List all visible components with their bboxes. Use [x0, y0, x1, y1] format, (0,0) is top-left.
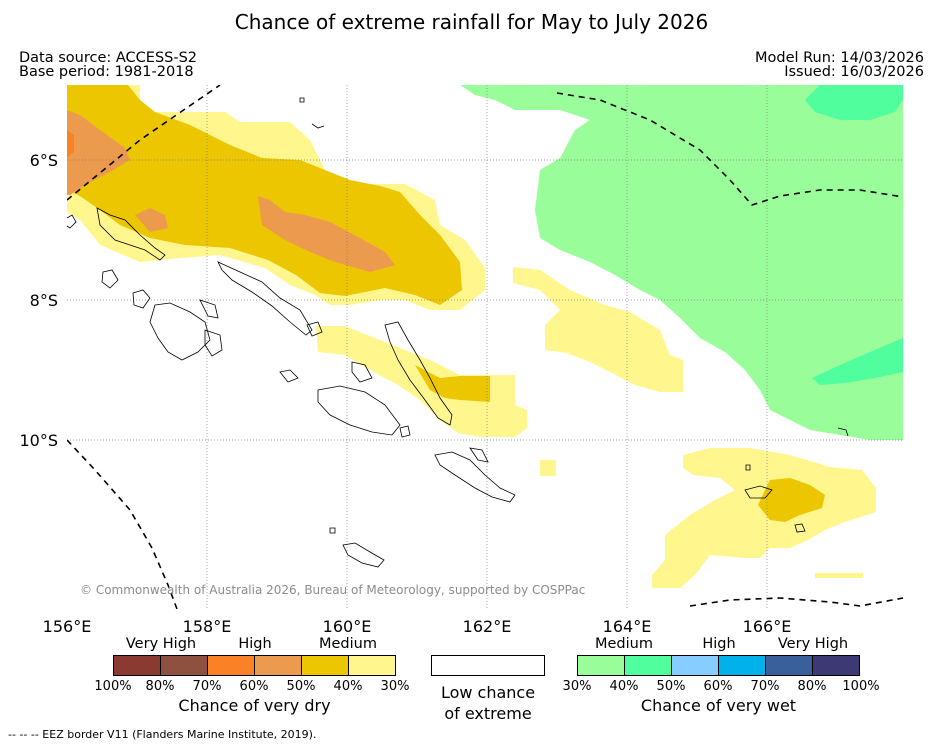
- wet-30-region: [460, 85, 903, 440]
- wet-tick-label: 70%: [750, 679, 780, 694]
- dry-30-dot: [540, 460, 556, 476]
- wet-swatch-30-40: [577, 655, 625, 676]
- wet-tick-label: 50%: [656, 679, 686, 694]
- low-chance-caption-line2: of extreme: [444, 704, 532, 723]
- lon-label-164e: 164°E: [602, 617, 652, 636]
- dry-caption: Chance of very dry: [178, 696, 331, 715]
- dry-tick-label: 80%: [145, 679, 175, 694]
- low-chance-caption-line1: Low chance: [440, 683, 536, 702]
- dry-60-region: [67, 130, 74, 158]
- dry-swatch-100-80: [113, 655, 161, 676]
- dry-tick-label: 100%: [94, 679, 132, 694]
- dry-swatch-50-40: [301, 655, 349, 676]
- copyright-notice: © Commonwealth of Australia 2026, Bureau…: [80, 583, 586, 597]
- wet-caption: Chance of very wet: [640, 696, 797, 715]
- dry-swatch-40-30: [348, 655, 396, 676]
- dry-40-region-southeast: [758, 478, 825, 522]
- map-gridlines: [67, 85, 904, 609]
- dry-50-region-west: [67, 110, 130, 195]
- dry-30-strip: [815, 573, 863, 578]
- wet-swatch-70-80: [765, 655, 813, 676]
- dry-swatch-60-50: [254, 655, 302, 676]
- wet-category-medium: Medium: [595, 636, 653, 652]
- dry-category-medium: Medium: [319, 636, 377, 652]
- wet-swatch-40-50: [624, 655, 672, 676]
- base-period-label: Base period: 1981-2018: [19, 64, 194, 80]
- lon-label-158e: 158°E: [182, 617, 232, 636]
- lon-label-162e: 162°E: [462, 617, 512, 636]
- lon-label-156e: 156°E: [42, 617, 92, 636]
- dry-tick-label: 50%: [286, 679, 316, 694]
- eez-borders: [67, 85, 904, 609]
- dry-category-very-high: Very High: [125, 636, 197, 652]
- wet-swatch-80-100: [812, 655, 860, 676]
- low-chance-swatch: [431, 655, 545, 676]
- dry-category-high: High: [238, 636, 272, 652]
- wet-tick-label: 100%: [842, 679, 880, 694]
- lat-label-10s: 10°S: [19, 431, 58, 450]
- wet-category-very-high: Very High: [777, 636, 849, 652]
- dry-30-region-southeast: [652, 448, 876, 588]
- dry-swatch-70-60: [207, 655, 255, 676]
- wet-tick-label: 30%: [562, 679, 592, 694]
- dry-30-region-central: [316, 326, 527, 437]
- model-run-label: Model Run: 14/03/2026: [754, 50, 924, 66]
- dry-50-region-mid: [258, 196, 395, 272]
- dry-tick-label: 40%: [333, 679, 363, 694]
- wet-tick-label: 80%: [797, 679, 827, 694]
- dry-30-region-east: [513, 267, 683, 392]
- lat-label-8s: 8°S: [29, 291, 58, 310]
- eez-footnote: -- -- -- EEZ border V11 (Flanders Marine…: [8, 728, 317, 741]
- lon-label-166e: 166°E: [742, 617, 792, 636]
- data-source-label: Data source: ACCESS-S2: [19, 50, 198, 66]
- dry-tick-label: 30%: [380, 679, 410, 694]
- wet-category-high: High: [702, 636, 736, 652]
- dry-tick-label: 60%: [239, 679, 269, 694]
- lon-label-160e: 160°E: [322, 617, 372, 636]
- wet-swatch-60-70: [718, 655, 766, 676]
- map-title: Chance of extreme rainfall for May to Ju…: [234, 10, 709, 34]
- issued-label: Issued: 16/03/2026: [784, 64, 924, 80]
- dry-50-blob: [135, 208, 168, 232]
- wet-tick-label: 40%: [609, 679, 639, 694]
- wet-swatch-50-60: [671, 655, 719, 676]
- dry-40-region-central: [415, 365, 490, 402]
- dry-swatch-80-70: [160, 655, 208, 676]
- coastlines: [66, 97, 849, 568]
- wet-40-region-east: [812, 338, 903, 385]
- wet-40-region-north: [805, 85, 903, 120]
- dry-tick-label: 70%: [192, 679, 222, 694]
- lat-label-6s: 6°S: [29, 151, 58, 170]
- wet-tick-label: 60%: [703, 679, 733, 694]
